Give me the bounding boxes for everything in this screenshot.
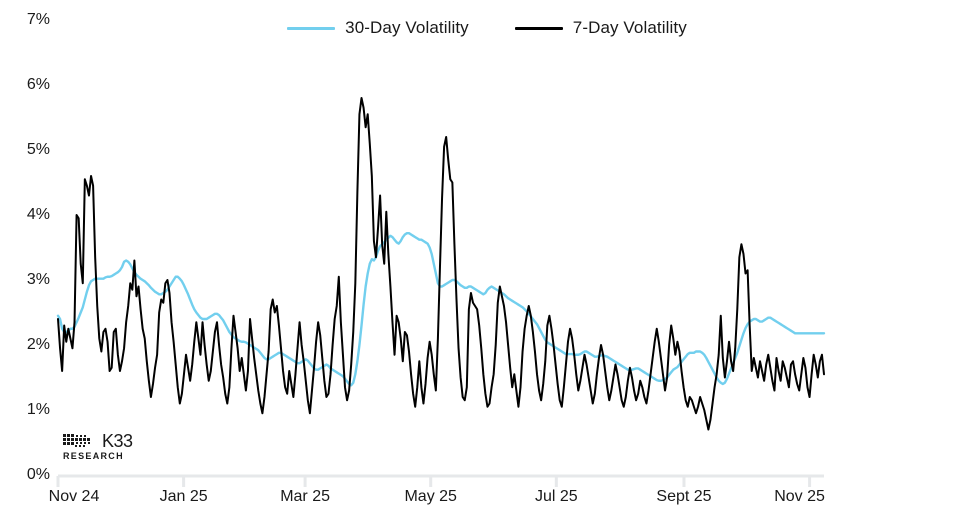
y-axis-tick-3pct: 3% [26,271,50,288]
y-axis-tick-7pct: 7% [26,11,50,28]
legend-item-30-day-volatility[interactable]: 30-Day Volatility [287,18,469,38]
y-axis-tick-6pct: 6% [26,76,50,93]
y-axis-tick-4pct: 4% [26,206,50,223]
series-line-7-day-volatility [57,97,825,431]
y-axis-tick-5pct: 5% [26,141,50,158]
series-line-30-day-volatility [56,231,826,387]
legend-label-7-day: 7-Day Volatility [572,18,687,37]
x-axis-tick-5: Sept 25 [656,488,712,505]
x-axis-tick-0: Nov 24 [48,488,100,505]
x-axis-line [56,474,824,487]
legend-item-7-day-volatility[interactable]: 7-Day Volatility [514,18,687,38]
x-axis-tick-4: Jul 25 [534,488,578,505]
y-axis: 0% 1% 2% 3% 4% 5% 6% 7% [0,0,50,518]
chart-legend: 30-Day Volatility 7-Day Volatility [0,18,974,38]
x-axis-tick-2: Mar 25 [280,488,330,505]
x-axis-tick-3: May 25 [404,488,457,505]
y-axis-tick-0pct: 0% [26,466,50,483]
legend-swatch-30-day [287,26,336,30]
x-axis-tick-6: Nov 25 [774,488,825,505]
y-axis-tick-1pct: 1% [26,401,50,418]
legend-label-30-day: 30-Day Volatility [345,18,469,37]
data-series-group [56,97,826,431]
legend-swatch-7-day [514,26,563,30]
y-axis-tick-2pct: 2% [26,336,50,353]
x-axis-tick-1: Jan 25 [159,488,208,505]
